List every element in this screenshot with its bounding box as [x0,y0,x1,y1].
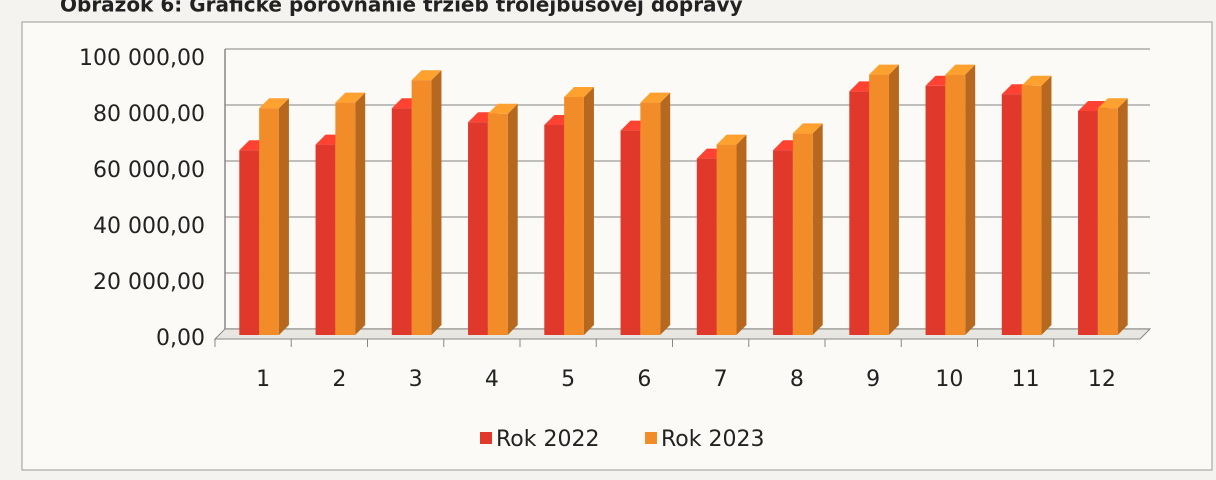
bar-top [411,70,442,81]
bar [925,85,946,335]
legend-label: Rok 2022 [496,427,599,452]
y-tick-label: 80 000,00 [93,102,205,127]
x-tick-label: 9 [866,367,880,392]
bar [544,125,565,335]
bar [468,122,488,335]
bar [239,150,260,335]
bar [696,158,717,335]
x-tick-label: 6 [637,367,651,392]
y-tick-label: 100 000,00 [79,46,205,71]
y-tick-label: 40 000,00 [93,214,205,239]
bar-top [335,92,366,103]
bar-side [965,64,976,335]
bar [259,108,279,335]
bar-top [1078,101,1108,111]
bar [564,97,584,335]
bar [1021,85,1042,335]
x-tick-label: 11 [1012,367,1040,392]
bar-side [812,123,823,336]
bar-top [869,64,899,75]
bar-top [1021,75,1052,86]
x-tick-label: 7 [714,367,728,392]
bar-top [640,92,671,103]
bar [1097,108,1118,335]
bar-side [278,98,289,335]
legend-swatch [480,432,492,444]
bar [640,102,661,335]
bar-side [888,64,899,335]
bar-top [259,98,289,109]
bar-side [1117,98,1128,335]
bar-side [507,103,518,335]
x-tick-label: 2 [332,367,346,392]
x-tick-label: 10 [935,367,963,392]
bar-side [583,87,594,335]
floor [213,328,1152,340]
legend-label: Rok 2023 [661,427,764,452]
bar-side [1041,75,1052,336]
bar-top [1097,98,1128,109]
bar [487,113,508,335]
y-tick-label: 0,00 [156,326,205,351]
bar [335,102,356,335]
bar-side [736,134,747,335]
x-tick-label: 12 [1088,367,1116,392]
x-tick-label: 8 [790,367,804,392]
bar [849,91,870,336]
bar [411,80,432,335]
y-tick-label: 60 000,00 [93,158,205,183]
bar-top [564,87,594,97]
bar-top [487,103,518,114]
legend-swatch [645,432,657,444]
bar [620,130,641,335]
bar-side [431,70,442,335]
bar-top [945,64,976,75]
bar [391,108,412,335]
x-tick-label: 4 [485,367,499,392]
bar-top [792,123,823,134]
bar [792,133,813,335]
x-tick-label: 1 [256,367,270,392]
bar [1078,111,1098,335]
bar-side [660,92,671,335]
bar [869,74,889,335]
x-tick-label: 5 [561,367,575,392]
x-tick-label: 3 [409,367,423,392]
y-tick-label: 20 000,00 [93,270,205,295]
bar [945,74,966,335]
chart-title: Obrázok 6: Grafické porovnanie tržieb tr… [60,0,743,17]
bar-top [716,134,747,145]
bar [315,144,336,335]
bar [773,150,793,335]
bar-side [355,92,366,335]
bar [1001,94,1022,335]
bar [716,144,737,335]
